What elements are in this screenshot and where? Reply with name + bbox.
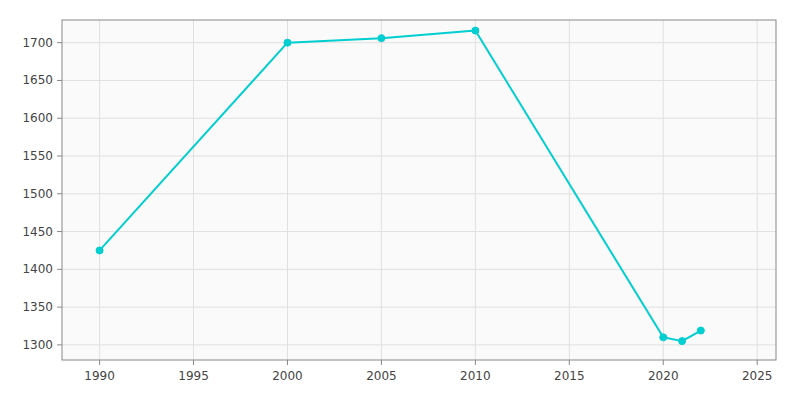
x-tick-label: 2000 bbox=[272, 369, 303, 383]
x-tick-label: 2015 bbox=[554, 369, 585, 383]
y-grid-line bbox=[62, 118, 776, 119]
chart-container: 1990 1995 2000 2005 2010 2015 2020 2025 1300 1350… bbox=[0, 0, 800, 400]
x-tick bbox=[99, 360, 100, 365]
y-grid-line bbox=[62, 231, 776, 232]
x-tick bbox=[475, 360, 476, 365]
point bbox=[679, 338, 686, 345]
x-tick bbox=[381, 360, 382, 365]
x-grid-line bbox=[381, 20, 382, 360]
y-grid-line bbox=[62, 80, 776, 81]
y-grid-line bbox=[62, 344, 776, 345]
plot-background bbox=[62, 20, 776, 360]
point bbox=[284, 39, 291, 46]
y-tick bbox=[57, 307, 62, 308]
x-tick bbox=[663, 360, 664, 365]
y-tick-label: 1500 bbox=[22, 187, 53, 201]
y-tick-label: 1600 bbox=[22, 111, 53, 125]
data-layer bbox=[96, 27, 704, 345]
x-tick-label: 1995 bbox=[178, 369, 209, 383]
x-tick-label: 2025 bbox=[742, 369, 773, 383]
y-tick-label: 1350 bbox=[22, 300, 53, 314]
y-tick-label: 1700 bbox=[22, 36, 53, 50]
x-grid-line bbox=[475, 20, 476, 360]
y-grid-line bbox=[62, 42, 776, 43]
y-grid-line bbox=[62, 193, 776, 194]
plot-frame bbox=[62, 20, 776, 360]
y-tick-label: 1650 bbox=[22, 73, 53, 87]
x-tick-label: 2010 bbox=[460, 369, 491, 383]
x-tick-label: 2020 bbox=[648, 369, 679, 383]
y-tick bbox=[57, 193, 62, 194]
y-tick-label: 1550 bbox=[22, 149, 53, 163]
x-grid-line bbox=[99, 20, 100, 360]
y-tick bbox=[57, 42, 62, 43]
grid bbox=[62, 20, 776, 360]
y-tick-label: 1300 bbox=[22, 338, 53, 352]
x-tick bbox=[287, 360, 288, 365]
x-tick-label: 1990 bbox=[84, 369, 115, 383]
x-tick bbox=[757, 360, 758, 365]
x-grid-line bbox=[287, 20, 288, 360]
y-grid-line bbox=[62, 269, 776, 270]
y-tick bbox=[57, 269, 62, 270]
point bbox=[472, 27, 479, 34]
point bbox=[378, 35, 385, 42]
line bbox=[100, 31, 701, 342]
chart-svg: 1990 1995 2000 2005 2010 2015 2020 2025 1300 1350… bbox=[0, 0, 800, 400]
x-tick-label: 2005 bbox=[366, 369, 397, 383]
y-tick-label: 1450 bbox=[22, 225, 53, 239]
y-tick bbox=[57, 80, 62, 81]
x-tick bbox=[193, 360, 194, 365]
point bbox=[660, 334, 667, 341]
x-tick bbox=[569, 360, 570, 365]
x-grid-line bbox=[757, 20, 758, 360]
y-tick bbox=[57, 344, 62, 345]
y-grid-line bbox=[62, 307, 776, 308]
y-grid-line bbox=[62, 156, 776, 157]
x-grid-line bbox=[663, 20, 664, 360]
y-tick bbox=[57, 118, 62, 119]
y-tick-label: 1400 bbox=[22, 262, 53, 276]
y-tick bbox=[57, 156, 62, 157]
y-tick bbox=[57, 231, 62, 232]
x-grid-line bbox=[193, 20, 194, 360]
point bbox=[697, 327, 704, 334]
x-grid-line bbox=[569, 20, 570, 360]
point bbox=[96, 247, 103, 254]
